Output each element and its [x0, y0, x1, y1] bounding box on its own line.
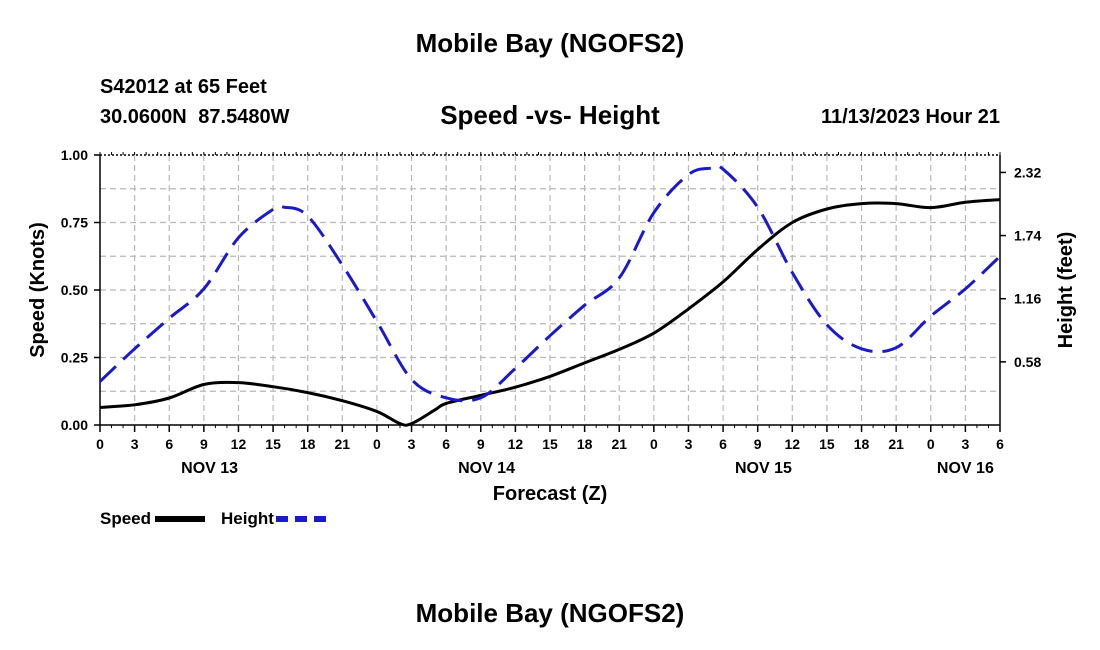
valid-time: 11/13/2023 Hour 21	[820, 106, 1000, 128]
x-axis-title: Forecast (Z)	[493, 483, 607, 505]
x-tick-label: 21	[611, 436, 627, 452]
y-tick-label: 0.00	[61, 417, 88, 433]
y-tick-label: 0.50	[61, 282, 88, 298]
y-tick-label: 1.00	[61, 147, 88, 163]
x-tick-label: 12	[785, 436, 801, 452]
legend-speed-label: Speed	[100, 509, 152, 528]
x-tick-label: 15	[265, 436, 281, 452]
x-tick-label: 15	[819, 436, 835, 452]
x-tick-label: 3	[408, 436, 416, 452]
legend-height-label: Height	[221, 509, 274, 528]
date-label: NOV 15	[735, 460, 792, 477]
y2-tick-label: 2.32	[1014, 164, 1041, 180]
x-tick-label: 6	[442, 436, 450, 452]
x-tick-label: 12	[508, 436, 524, 452]
x-tick-label: 15	[542, 436, 558, 452]
chart-subtitle: Speed -vs- Height	[440, 100, 660, 130]
chart-canvas: 0 3 6 9 12 15 18 21 0 3 6 9 12 15 18 21 0 3 6 9 12 15 18 21 0 3 6N…	[27, 147, 1077, 505]
bottom-title: Mobile Bay (NGOFS2)	[415, 598, 685, 628]
x-tick-label: 0	[96, 436, 104, 452]
date-label: NOV 14	[458, 460, 515, 477]
x-tick-label: 9	[754, 436, 762, 452]
x-tick-label: 18	[854, 436, 870, 452]
x-tick-label: 9	[200, 436, 208, 452]
y2-axis-title: Height (feet)	[1055, 232, 1077, 349]
y2-tick-label: 0.58	[1014, 354, 1041, 370]
legend-speed: Speed	[100, 509, 206, 529]
x-tick-label: 21	[888, 436, 904, 452]
y-tick-label: 0.25	[61, 350, 88, 366]
x-tick-label: 6	[165, 436, 173, 452]
x-tick-label: 21	[335, 436, 351, 452]
legend-height-swatch	[275, 516, 326, 522]
station-coordinates: 30.0600N 87.5480W	[100, 106, 290, 128]
x-tick-label: 18	[300, 436, 316, 452]
x-tick-label: 0	[373, 436, 381, 452]
series-line-height	[98, 164, 1002, 403]
x-tick-label: 0	[927, 436, 935, 452]
x-tick-label: 0	[650, 436, 658, 452]
chart-legend: Speed Height	[100, 509, 342, 529]
x-tick-label: 3	[131, 436, 139, 452]
legend-height: Height	[221, 509, 326, 529]
page-title: Mobile Bay (NGOFS2)	[415, 28, 685, 58]
y-axis-title: Speed (Knots)	[27, 222, 49, 358]
x-tick-label: 12	[231, 436, 247, 452]
x-tick-label: 3	[685, 436, 693, 452]
y2-tick-label: 1.74	[1014, 228, 1041, 244]
x-tick-label: 18	[577, 436, 593, 452]
x-tick-label: 3	[961, 436, 969, 452]
x-tick-label: 9	[477, 436, 485, 452]
y2-tick-label: 1.16	[1014, 291, 1041, 307]
date-label: NOV 13	[181, 460, 238, 477]
station-label: S42012 at 65 Feet	[100, 76, 267, 98]
y-tick-label: 0.75	[61, 215, 88, 231]
legend-speed-swatch	[155, 516, 206, 522]
series-line-speed	[99, 198, 1001, 427]
x-tick-label: 6	[719, 436, 727, 452]
date-label: NOV 16	[937, 460, 994, 477]
x-tick-label: 6	[996, 436, 1004, 452]
